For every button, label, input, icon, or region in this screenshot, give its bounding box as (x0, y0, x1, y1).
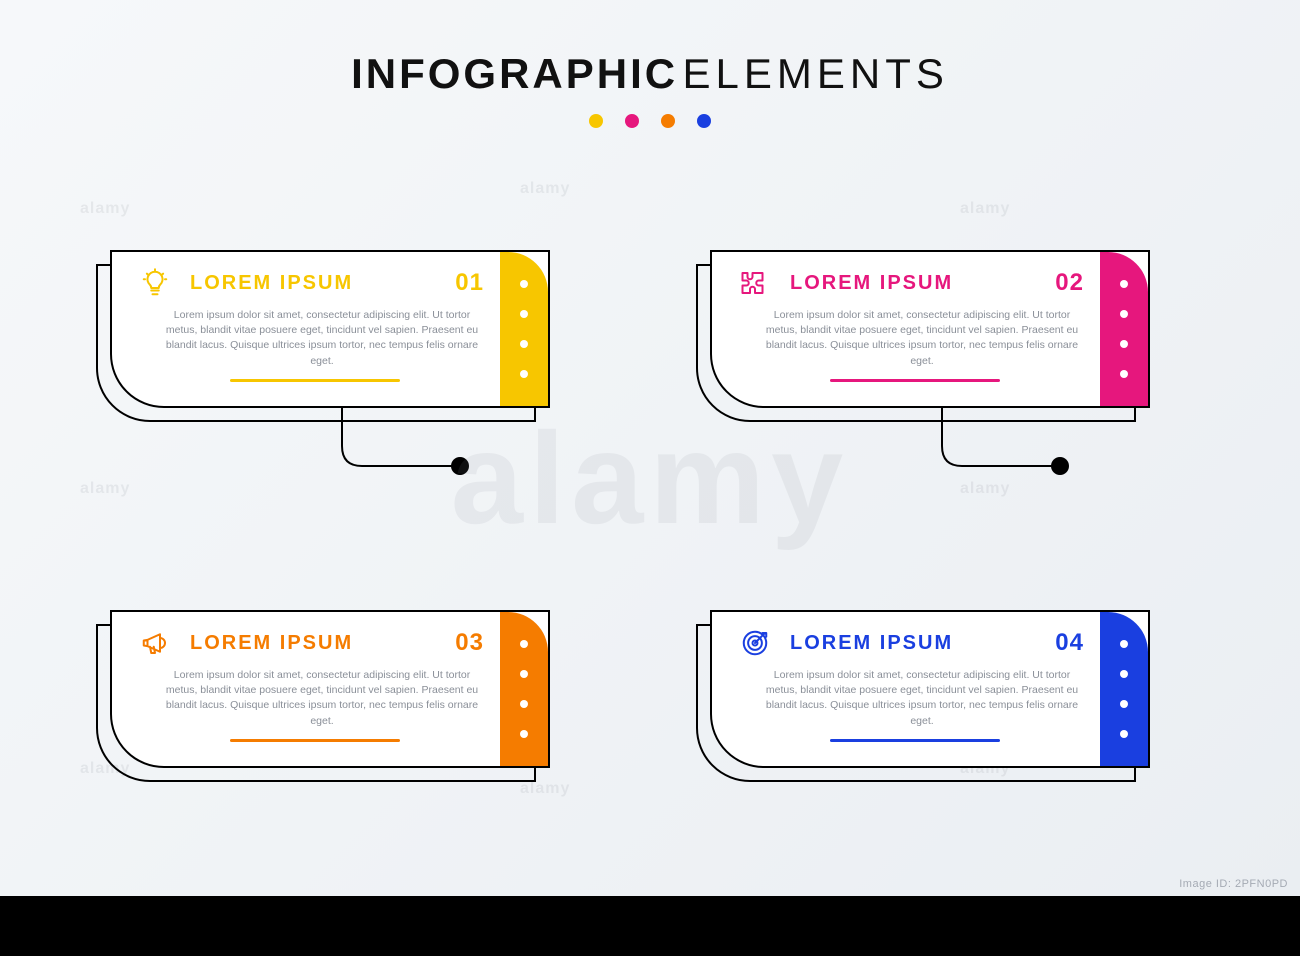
tab-pip (1120, 340, 1128, 348)
watermark-tile: alamy (960, 200, 1010, 218)
watermark-tile: alamy (80, 200, 130, 218)
card-number: 01 (455, 269, 492, 297)
card-title: LOREM IPSUM (790, 632, 953, 655)
watermark-credit: Image ID: 2PFN0PD (1179, 878, 1288, 890)
page-title: INFOGRAPHIC ELEMENTS (0, 50, 1300, 128)
card-body-frame: LOREM IPSUM 02 Lorem ipsum dolor sit amet,… (710, 250, 1150, 408)
card-number: 03 (455, 629, 492, 657)
tab-pip (520, 640, 528, 648)
tab-pip (1120, 310, 1128, 318)
card-text: Lorem ipsum dolor sit amet, consectetur … (138, 308, 492, 369)
card-body-frame: LOREM IPSUM 04 Lorem ipsum dolor sit amet,… (710, 610, 1150, 768)
card-02: LOREM IPSUM 02 Lorem ipsum dolor sit amet,… (710, 250, 1200, 480)
card-title: LOREM IPSUM (790, 272, 953, 295)
card-body-frame: LOREM IPSUM 03 Lorem ipsum dolor sit amet,… (110, 610, 550, 768)
card-01: LOREM IPSUM 01 Lorem ipsum dolor sit amet,… (110, 250, 600, 480)
card-04: LOREM IPSUM 04 Lorem ipsum dolor sit amet,… (710, 610, 1200, 840)
bottom-bar (0, 896, 1300, 956)
card-title: LOREM IPSUM (190, 272, 353, 295)
card-underline (230, 739, 400, 742)
card-number: 04 (1055, 629, 1092, 657)
card-number: 02 (1055, 269, 1092, 297)
tab-pip (520, 700, 528, 708)
card-underline (830, 739, 1000, 742)
card-body-frame: LOREM IPSUM 01 Lorem ipsum dolor sit amet,… (110, 250, 550, 408)
tab-pip (1120, 730, 1128, 738)
tab-pip (520, 310, 528, 318)
watermark-tile: alamy (80, 480, 130, 498)
title-thin: ELEMENTS (683, 50, 949, 97)
tab-pip (1120, 370, 1128, 378)
tab-pip (520, 670, 528, 678)
lightbulb-icon (138, 266, 172, 300)
dot-3 (661, 114, 675, 128)
watermark-tile: alamy (520, 180, 570, 198)
card-text: Lorem ipsum dolor sit amet, consectetur … (738, 308, 1092, 369)
card-tab (1100, 612, 1148, 766)
dot-1 (589, 114, 603, 128)
card-text: Lorem ipsum dolor sit amet, consectetur … (738, 668, 1092, 729)
cards-grid: LOREM IPSUM 01 Lorem ipsum dolor sit amet,… (110, 250, 1190, 840)
card-underline (830, 379, 1000, 382)
target-icon (738, 626, 772, 660)
card-tab (500, 252, 548, 406)
puzzle-icon (738, 266, 772, 300)
card-tab (500, 612, 548, 766)
tab-pip (520, 280, 528, 288)
palette-dots (0, 114, 1300, 128)
megaphone-icon (138, 626, 172, 660)
tab-pip (1120, 640, 1128, 648)
dot-4 (697, 114, 711, 128)
title-bold: INFOGRAPHIC (351, 50, 678, 97)
tab-pip (1120, 670, 1128, 678)
watermark-tile: alamy (960, 480, 1010, 498)
tab-pip (1120, 280, 1128, 288)
tab-pip (520, 370, 528, 378)
tab-pip (520, 340, 528, 348)
tab-pip (520, 730, 528, 738)
card-tab (1100, 252, 1148, 406)
tab-pip (1120, 700, 1128, 708)
card-title: LOREM IPSUM (190, 632, 353, 655)
card-underline (230, 379, 400, 382)
card-03: LOREM IPSUM 03 Lorem ipsum dolor sit amet,… (110, 610, 600, 840)
card-text: Lorem ipsum dolor sit amet, consectetur … (138, 668, 492, 729)
dot-2 (625, 114, 639, 128)
watermark-tile: alamy (520, 780, 570, 798)
